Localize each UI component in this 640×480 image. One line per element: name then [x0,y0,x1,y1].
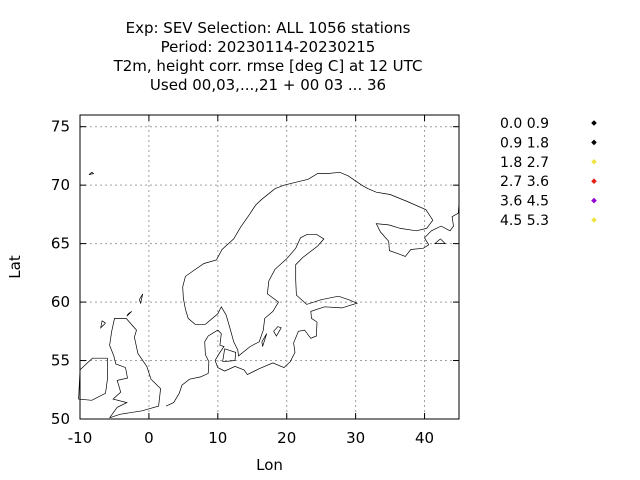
legend-label: 2.7 3.6 [500,174,549,190]
coastline [273,326,282,337]
legend-label: 4.5 5.3 [500,213,549,229]
coastline [222,348,237,363]
x-tick-label: 10 [208,429,227,447]
coastline [126,311,132,317]
legend-label: 3.6 4.5 [500,194,549,210]
chart-title: Exp: SEV Selection: ALL 1056 stationsPer… [113,19,423,94]
y-tick-label: 50 [51,410,70,428]
y-tick-label: 60 [51,293,70,311]
coastline-map [78,171,460,419]
legend-marker [591,217,597,223]
data-points [90,0,456,411]
coastline [165,171,460,407]
x-tick-label: 0 [144,429,154,447]
axis-ticks: -10 0 10 20 30 40 50 55 60 65 70 75 [51,115,459,447]
legend-label: 0.9 1.8 [500,135,549,151]
x-axis-label: Lon [256,456,283,474]
legend-marker [591,120,597,126]
coastline [78,357,108,401]
coastline [433,238,447,244]
title-line: T2m, height corr. rmse [deg C] at 12 UTC [113,57,423,75]
coastline [88,171,94,175]
x-tick-label: 20 [277,429,296,447]
coastline [261,333,268,347]
legend-label: 0.0 0.9 [500,116,549,132]
legend-marker [591,159,597,165]
title-line: Used 00,03,...,21 + 00 03 ... 36 [150,76,386,94]
title-line: Exp: SEV Selection: ALL 1056 stations [126,19,411,37]
legend: 0.0 0.9 0.9 1.8 1.8 2.7 2.7 3.6 3.6 4.5 4.5 5… [500,116,597,229]
x-tick-label: 40 [415,429,434,447]
legend-marker [591,139,597,146]
x-tick-label: 30 [346,429,365,447]
grid [80,115,459,419]
legend-label: 1.8 2.7 [500,155,549,171]
y-tick-label: 75 [51,118,70,136]
legend-marker [591,178,597,184]
coastline [109,318,161,419]
coastline [138,293,144,305]
y-tick-label: 55 [51,352,70,370]
x-tick-label: -10 [68,429,93,447]
y-tick-label: 65 [51,235,70,253]
y-tick-label: 70 [51,176,70,194]
y-axis-label: Lat [6,255,24,279]
coastline [100,320,106,329]
plot-frame [79,114,460,420]
legend-marker [591,197,597,204]
title-line: Period: 20230114-20230215 [161,38,376,56]
